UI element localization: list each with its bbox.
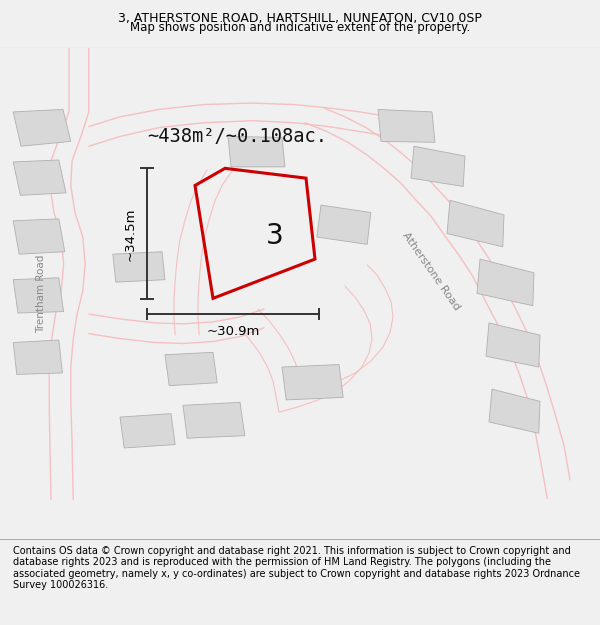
Text: Atherstone Road: Atherstone Road xyxy=(400,231,461,312)
Polygon shape xyxy=(489,389,540,433)
Polygon shape xyxy=(113,252,165,282)
Text: Contains OS data © Crown copyright and database right 2021. This information is : Contains OS data © Crown copyright and d… xyxy=(13,546,580,591)
Polygon shape xyxy=(486,323,540,367)
Polygon shape xyxy=(13,219,65,254)
Text: ~30.9m: ~30.9m xyxy=(206,325,260,338)
Polygon shape xyxy=(477,259,534,306)
Polygon shape xyxy=(282,364,343,400)
Polygon shape xyxy=(13,340,62,374)
Polygon shape xyxy=(228,136,285,167)
Text: ~438m²/~0.108ac.: ~438m²/~0.108ac. xyxy=(147,127,327,146)
Polygon shape xyxy=(165,352,217,386)
Polygon shape xyxy=(183,402,245,438)
Polygon shape xyxy=(378,109,435,142)
Text: 3: 3 xyxy=(266,221,284,249)
Polygon shape xyxy=(13,160,66,195)
Text: Map shows position and indicative extent of the property.: Map shows position and indicative extent… xyxy=(130,21,470,34)
Polygon shape xyxy=(447,200,504,247)
Text: Trentham Road: Trentham Road xyxy=(36,254,46,332)
Polygon shape xyxy=(317,205,371,244)
Text: 3, ATHERSTONE ROAD, HARTSHILL, NUNEATON, CV10 0SP: 3, ATHERSTONE ROAD, HARTSHILL, NUNEATON,… xyxy=(118,12,482,25)
Polygon shape xyxy=(13,109,71,146)
Polygon shape xyxy=(120,414,175,448)
Polygon shape xyxy=(13,278,64,313)
Polygon shape xyxy=(411,146,465,186)
Text: ~34.5m: ~34.5m xyxy=(123,207,136,261)
